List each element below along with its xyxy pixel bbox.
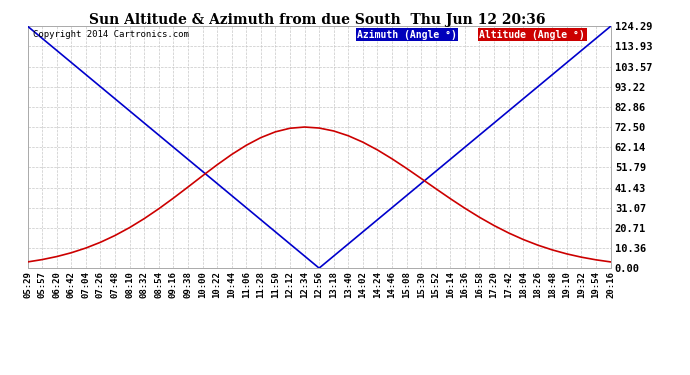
- Text: Azimuth (Angle °): Azimuth (Angle °): [357, 30, 457, 40]
- Text: Copyright 2014 Cartronics.com: Copyright 2014 Cartronics.com: [33, 30, 189, 39]
- Text: Altitude (Angle °): Altitude (Angle °): [480, 30, 585, 40]
- Text: Sun Altitude & Azimuth from due South  Thu Jun 12 20:36: Sun Altitude & Azimuth from due South Th…: [89, 13, 546, 27]
